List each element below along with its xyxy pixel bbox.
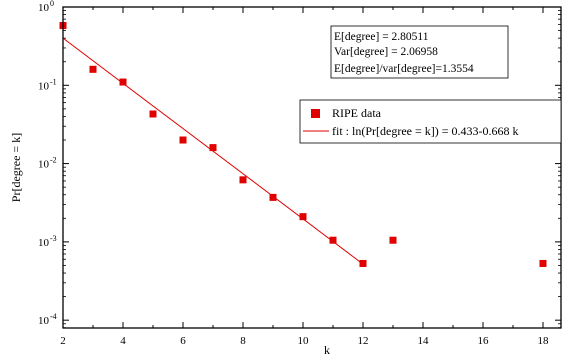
- stats-ratio-text: E[degree]/var[degree]=1.3554: [334, 63, 474, 75]
- fit-line-group: [62, 37, 364, 265]
- legend-marker-square: [311, 109, 320, 118]
- y-tick-label: 10: [38, 315, 50, 327]
- data-point: [209, 144, 217, 152]
- y-tick-exponent: -1: [50, 77, 57, 86]
- legend-label-data: RIPE data: [332, 106, 382, 120]
- y-tick-exponent: -4: [50, 312, 57, 321]
- data-point: [89, 65, 97, 73]
- x-axis-title: k: [324, 343, 330, 356]
- data-point: [389, 236, 397, 244]
- y-tick-label: 10: [38, 2, 50, 14]
- data-point: [329, 236, 337, 244]
- x-tick-label: 10: [298, 335, 310, 347]
- stats-variance-text: Var[degree] = 2.06958: [334, 46, 438, 58]
- y-tick-label: 10: [38, 80, 50, 92]
- y-tick-label: 10: [38, 159, 50, 171]
- x-tick-label: 8: [240, 335, 246, 347]
- x-tick-label: 16: [478, 335, 490, 347]
- fit-line: [62, 37, 364, 265]
- stats-annotation-box: E[degree] = 2.80511 Var[degree] = 2.0695…: [330, 25, 509, 79]
- data-point: [299, 213, 307, 221]
- data-point: [239, 176, 247, 184]
- y-axis-title: Pr[degree = k]: [9, 133, 23, 202]
- stats-box-frame: [330, 25, 509, 79]
- x-tick-label: 4: [120, 335, 126, 347]
- y-tick-exponent: -3: [50, 234, 57, 243]
- x-tick-label: 14: [418, 335, 430, 347]
- data-point: [359, 259, 367, 267]
- x-tick-label: 12: [358, 335, 369, 347]
- x-tick-label: 6: [180, 335, 186, 347]
- data-point: [119, 78, 127, 86]
- stats-mean-text: E[degree] = 2.80511: [334, 31, 429, 43]
- legend-frame: [299, 99, 562, 144]
- data-point: [149, 110, 157, 118]
- legend-label-fit: fit : ln(Pr[degree = k]) = 0.433-0.668 k: [332, 124, 519, 138]
- data-point: [179, 136, 187, 144]
- data-point: [539, 259, 547, 267]
- y-tick-exponent: -2: [50, 156, 57, 165]
- x-tick-label: 2: [60, 335, 66, 347]
- x-tick-label: 18: [538, 335, 550, 347]
- data-point: [269, 193, 277, 201]
- plot-frame: [62, 6, 562, 329]
- y-tick-exponent: 0: [50, 0, 54, 8]
- legend: RIPE data fit : ln(Pr[degree = k]) = 0.4…: [299, 99, 562, 144]
- y-tick-label: 10: [38, 237, 50, 249]
